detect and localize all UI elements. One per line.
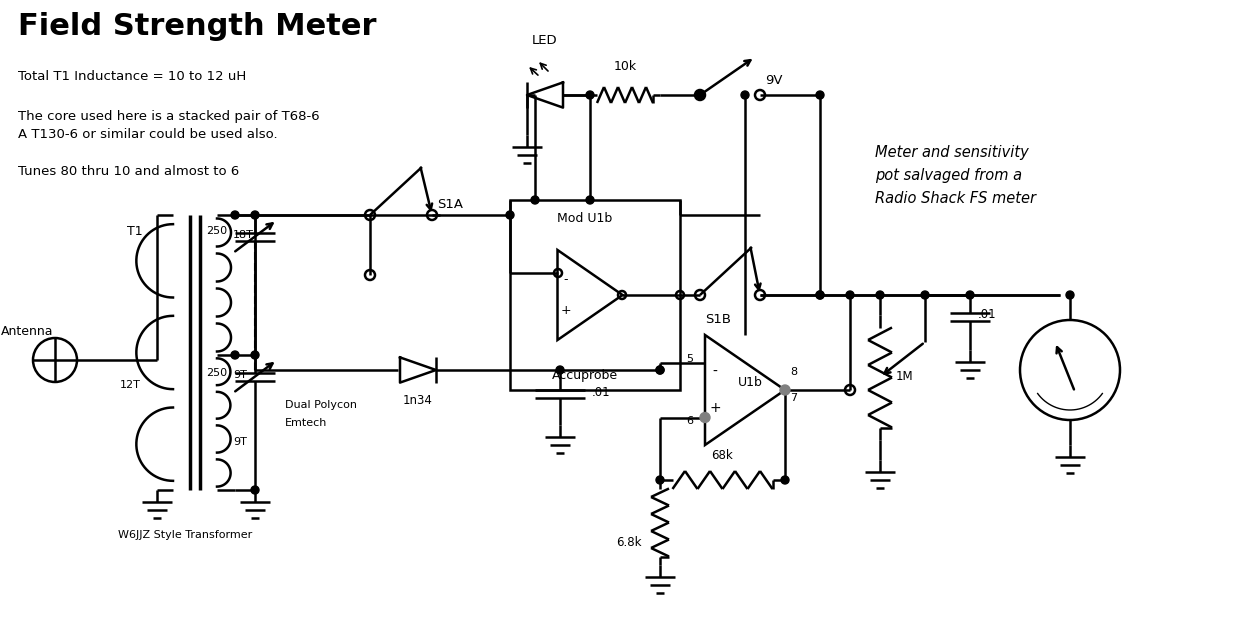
- Circle shape: [231, 211, 239, 219]
- Circle shape: [845, 291, 854, 299]
- Text: The core used here is a stacked pair of T68-6: The core used here is a stacked pair of …: [18, 110, 320, 123]
- Circle shape: [816, 91, 824, 99]
- Circle shape: [655, 366, 664, 374]
- Text: 1n34: 1n34: [403, 394, 433, 407]
- Text: pot salvaged from a: pot salvaged from a: [876, 168, 1021, 183]
- Text: 250: 250: [206, 368, 226, 378]
- Text: 9T: 9T: [233, 437, 247, 447]
- Circle shape: [816, 291, 824, 299]
- Text: Radio Shack FS meter: Radio Shack FS meter: [876, 191, 1037, 206]
- Circle shape: [781, 476, 789, 484]
- Circle shape: [1066, 291, 1074, 299]
- Bar: [509, 200, 681, 390]
- Circle shape: [741, 91, 749, 99]
- Text: Emtech: Emtech: [286, 418, 327, 428]
- Text: -: -: [564, 273, 567, 286]
- Circle shape: [921, 291, 928, 299]
- Text: Mod U1b: Mod U1b: [557, 212, 613, 225]
- Circle shape: [586, 196, 594, 204]
- Text: -: -: [712, 364, 717, 379]
- Text: Field Strength Meter: Field Strength Meter: [18, 12, 376, 41]
- Circle shape: [586, 91, 594, 99]
- Text: 9V: 9V: [765, 74, 782, 87]
- Circle shape: [876, 291, 884, 299]
- Circle shape: [556, 366, 564, 374]
- Circle shape: [252, 351, 259, 359]
- Text: 250: 250: [206, 226, 226, 236]
- Text: +: +: [710, 401, 721, 416]
- Circle shape: [655, 366, 664, 374]
- Text: W6JJZ Style Transformer: W6JJZ Style Transformer: [118, 530, 252, 540]
- Text: 10k: 10k: [614, 60, 637, 73]
- Circle shape: [816, 291, 824, 299]
- Text: S1A: S1A: [437, 198, 463, 212]
- Circle shape: [966, 291, 974, 299]
- Text: T1: T1: [127, 225, 143, 238]
- Text: 8: 8: [790, 367, 798, 377]
- Text: 9T: 9T: [233, 370, 247, 380]
- Circle shape: [252, 211, 259, 219]
- Circle shape: [506, 211, 515, 219]
- Text: LED: LED: [532, 34, 557, 47]
- Text: Accuprobe: Accuprobe: [552, 369, 618, 382]
- Circle shape: [699, 412, 710, 422]
- Circle shape: [531, 196, 538, 204]
- Text: Total T1 Inductance = 10 to 12 uH: Total T1 Inductance = 10 to 12 uH: [18, 70, 247, 83]
- Text: Antenna: Antenna: [1, 325, 53, 338]
- Text: 7: 7: [790, 393, 798, 403]
- Text: U1b: U1b: [737, 376, 762, 389]
- Circle shape: [780, 385, 790, 395]
- Text: 1M: 1M: [896, 371, 913, 384]
- Text: Tunes 80 thru 10 and almost to 6: Tunes 80 thru 10 and almost to 6: [18, 165, 239, 178]
- Text: Dual Polycon: Dual Polycon: [286, 400, 357, 410]
- Circle shape: [231, 351, 239, 359]
- Text: S1B: S1B: [704, 313, 731, 326]
- Text: 18T: 18T: [233, 230, 254, 240]
- Text: 12T: 12T: [120, 380, 141, 390]
- Circle shape: [252, 486, 259, 494]
- Circle shape: [655, 476, 664, 484]
- Text: 5: 5: [686, 354, 693, 364]
- Text: A T130-6 or similar could be used also.: A T130-6 or similar could be used also.: [18, 128, 278, 141]
- Text: .01: .01: [593, 386, 610, 399]
- Text: Meter and sensitivity: Meter and sensitivity: [876, 145, 1029, 160]
- Text: 68k: 68k: [711, 449, 733, 462]
- Circle shape: [696, 91, 704, 99]
- Text: +: +: [560, 303, 571, 316]
- Text: 6: 6: [686, 416, 693, 426]
- Text: .01: .01: [977, 308, 996, 321]
- Text: 6.8k: 6.8k: [616, 535, 642, 548]
